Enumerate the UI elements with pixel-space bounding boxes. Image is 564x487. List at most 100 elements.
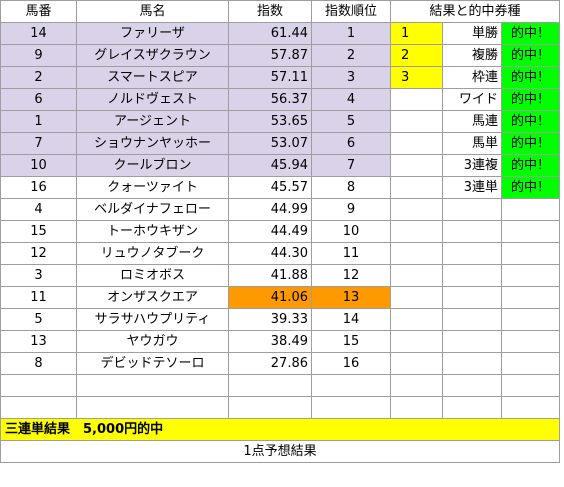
result-place-cell[interactable] [390,308,443,331]
horse-name-cell[interactable]: ショウナンヤッホー [76,132,229,155]
index-rank-cell[interactable]: 14 [311,308,391,331]
hit-status-cell[interactable] [501,330,560,353]
index-rank-cell[interactable]: 6 [311,132,391,155]
hit-status-cell[interactable]: 的中！ [501,132,560,155]
horse-number-cell[interactable] [0,374,77,397]
ticket-type-cell[interactable] [442,286,502,309]
single-prediction-result-label[interactable]: 1点予想結果 [0,440,560,463]
index-rank-cell[interactable]: 2 [311,44,391,67]
horse-number-cell[interactable]: 11 [0,286,77,309]
horse-name-cell[interactable]: スマートスピア [76,66,229,89]
horse-number-cell[interactable]: 8 [0,352,77,375]
result-place-cell[interactable] [390,220,443,243]
index-rank-cell[interactable]: 9 [311,198,391,221]
hit-status-cell[interactable]: 的中！ [501,88,560,111]
hit-status-cell[interactable]: 的中！ [501,154,560,177]
horse-number-cell[interactable]: 10 [0,154,77,177]
horse-name-cell[interactable]: クォーツァイト [76,176,229,199]
result-place-cell[interactable]: 3 [390,66,443,89]
hit-status-cell[interactable] [501,264,560,287]
index-rank-cell[interactable]: 3 [311,66,391,89]
hit-status-cell[interactable] [501,374,560,397]
index-rank-cell[interactable]: 8 [311,176,391,199]
hit-status-cell[interactable]: 的中！ [501,176,560,199]
horse-number-cell[interactable]: 16 [0,176,77,199]
ticket-type-cell[interactable] [442,352,502,375]
horse-number-cell[interactable]: 12 [0,242,77,265]
hit-status-cell[interactable]: 的中！ [501,22,560,45]
horse-number-cell[interactable]: 2 [0,66,77,89]
result-place-cell[interactable] [390,242,443,265]
horse-name-cell[interactable]: クールブロン [76,154,229,177]
horse-name-cell[interactable]: アージェント [76,110,229,133]
index-cell[interactable]: 39.33 [228,308,312,331]
result-place-cell[interactable] [390,374,443,397]
index-rank-cell[interactable]: 13 [311,286,391,309]
index-rank-cell[interactable]: 1 [311,22,391,45]
hit-status-cell[interactable] [501,198,560,221]
horse-name-cell[interactable] [76,396,229,419]
horse-name-cell[interactable]: ヤウガウ [76,330,229,353]
hit-status-cell[interactable]: 的中！ [501,110,560,133]
result-place-cell[interactable] [390,396,443,419]
index-cell[interactable]: 27.86 [228,352,312,375]
result-place-cell[interactable] [390,132,443,155]
result-place-cell[interactable] [390,264,443,287]
header-results[interactable]: 結果と的中券種 [390,0,560,23]
horse-name-cell[interactable]: ロミオボス [76,264,229,287]
result-place-cell[interactable]: 2 [390,44,443,67]
ticket-type-cell[interactable] [442,264,502,287]
index-cell[interactable]: 41.06 [228,286,312,309]
index-rank-cell[interactable] [311,396,391,419]
result-place-cell[interactable] [390,352,443,375]
horse-number-cell[interactable]: 13 [0,330,77,353]
result-place-cell[interactable]: 1 [390,22,443,45]
index-cell[interactable]: 44.99 [228,198,312,221]
trifecta-result-banner[interactable]: 三連単結果 5,000円的中 [0,418,560,441]
result-place-cell[interactable] [390,330,443,353]
horse-name-cell[interactable] [76,374,229,397]
index-cell[interactable]: 45.57 [228,176,312,199]
index-cell[interactable]: 56.37 [228,88,312,111]
index-rank-cell[interactable]: 7 [311,154,391,177]
horse-name-cell[interactable]: ベルダイナフェロー [76,198,229,221]
ticket-type-cell[interactable]: 複勝 [442,44,502,67]
horse-number-cell[interactable]: 4 [0,198,77,221]
index-rank-cell[interactable]: 10 [311,220,391,243]
result-place-cell[interactable] [390,286,443,309]
horse-number-cell[interactable]: 9 [0,44,77,67]
hit-status-cell[interactable] [501,396,560,419]
ticket-type-cell[interactable] [442,198,502,221]
index-cell[interactable]: 53.07 [228,132,312,155]
header-horse-name[interactable]: 馬名 [76,0,229,23]
horse-number-cell[interactable]: 6 [0,88,77,111]
ticket-type-cell[interactable] [442,396,502,419]
horse-name-cell[interactable]: ノルドヴェスト [76,88,229,111]
hit-status-cell[interactable] [501,242,560,265]
ticket-type-cell[interactable] [442,330,502,353]
index-rank-cell[interactable]: 4 [311,88,391,111]
hit-status-cell[interactable]: 的中！ [501,44,560,67]
horse-name-cell[interactable]: オンザスクエア [76,286,229,309]
index-cell[interactable]: 41.88 [228,264,312,287]
result-place-cell[interactable] [390,176,443,199]
ticket-type-cell[interactable]: ワイド [442,88,502,111]
horse-number-cell[interactable]: 5 [0,308,77,331]
index-cell[interactable]: 61.44 [228,22,312,45]
ticket-type-cell[interactable]: 枠連 [442,66,502,89]
horse-name-cell[interactable]: ファリーザ [76,22,229,45]
ticket-type-cell[interactable]: 馬単 [442,132,502,155]
index-rank-cell[interactable]: 11 [311,242,391,265]
hit-status-cell[interactable] [501,286,560,309]
index-cell[interactable]: 38.49 [228,330,312,353]
header-index-rank[interactable]: 指数順位 [311,0,391,23]
horse-number-cell[interactable]: 15 [0,220,77,243]
header-index[interactable]: 指数 [228,0,312,23]
hit-status-cell[interactable] [501,308,560,331]
index-rank-cell[interactable]: 5 [311,110,391,133]
horse-name-cell[interactable]: トーホウキザン [76,220,229,243]
index-cell[interactable]: 45.94 [228,154,312,177]
index-cell[interactable] [228,374,312,397]
horse-number-cell[interactable]: 7 [0,132,77,155]
hit-status-cell[interactable]: 的中！ [501,66,560,89]
